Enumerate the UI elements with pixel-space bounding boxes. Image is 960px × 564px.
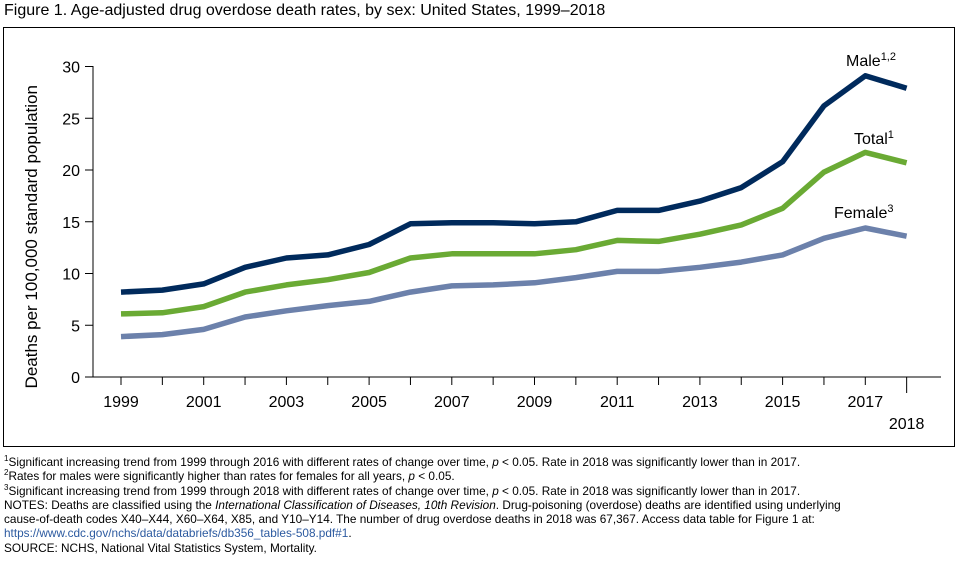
x-tick-label: 2017 xyxy=(848,394,884,411)
x-tick-label: 2003 xyxy=(269,394,305,411)
y-tick-label: 10 xyxy=(62,267,80,284)
footnotes: 1Significant increasing trend from 1999 … xyxy=(4,455,954,555)
line-chart: 0 5 10 15 20 25 30 Deaths per 100,000 standard … xyxy=(22,51,941,433)
source-line: SOURCE: NCHS, National Vital Statistics … xyxy=(4,540,317,555)
x-tick-label: 2007 xyxy=(434,394,470,411)
series-line-total xyxy=(120,149,908,317)
figure-title: Figure 1. Age-adjusted drug overdose dea… xyxy=(4,2,606,19)
y-axis-title: Deaths per 100,000 standard population xyxy=(22,85,41,388)
x-tick-label: 2015 xyxy=(765,394,801,411)
y-tick-label: 0 xyxy=(71,370,80,387)
notes-line-3: https://www.cdc.gov/nchs/data/databriefs… xyxy=(4,526,352,541)
footnote-3: 3Significant increasing trend from 1999 … xyxy=(4,482,801,498)
y-tick-label: 30 xyxy=(62,60,80,77)
x-tick-label: 2013 xyxy=(682,394,718,411)
chart-frame: 0 5 10 15 20 25 30 Deaths per 100,000 standard … xyxy=(3,27,955,447)
footnote-1: 1Significant increasing trend from 1999 … xyxy=(4,454,801,470)
y-tick-label: 15 xyxy=(62,215,80,232)
x-tick-label: 2005 xyxy=(351,394,387,411)
x-tick-label: 2009 xyxy=(517,394,553,411)
y-tick-label: 20 xyxy=(62,163,80,180)
x-tick-label: 2018 xyxy=(889,416,925,433)
x-tick-label: 1999 xyxy=(103,394,139,411)
series-label-female: Female3 xyxy=(834,203,893,222)
series-label-total: Total1 xyxy=(854,129,894,148)
footnote-2: 2Rates for males were significantly high… xyxy=(4,468,455,484)
x-tick-label: 2001 xyxy=(186,394,222,411)
y-tick-label: 5 xyxy=(71,318,80,335)
notes-line-1: NOTES: Deaths are classified using the I… xyxy=(4,497,841,512)
series-line-female xyxy=(120,225,908,340)
notes-line-2: cause-of-death codes X40–X44, X60–X64, X… xyxy=(4,512,815,527)
series-label-male: Male1,2 xyxy=(846,51,896,70)
y-tick-label: 25 xyxy=(62,111,80,128)
series-line-male xyxy=(120,73,908,295)
x-tick-label: 2011 xyxy=(600,394,635,411)
data-table-link[interactable]: https://www.cdc.gov/nchs/data/databriefs… xyxy=(4,526,349,541)
